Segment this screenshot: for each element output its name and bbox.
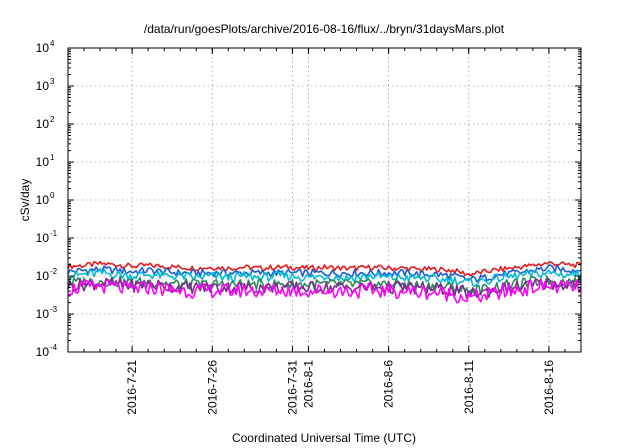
x-tick-label: 2016-8-16 bbox=[542, 360, 556, 415]
y-tick-exponent: 2 bbox=[50, 115, 55, 124]
y-tick-exponent: -1 bbox=[50, 229, 58, 238]
x-tick-label: 2016-8-11 bbox=[462, 360, 476, 414]
data-series bbox=[67, 260, 582, 304]
x-tick-label: 2016-8-1 bbox=[301, 360, 315, 408]
x-axis-ticks: 2016-7-21 2016-7-26 2016-7-31 2016-8-1 2016-… bbox=[67, 48, 582, 415]
y-tick-label: 10 bbox=[36, 345, 50, 359]
x-axis-label: Coordinated Universal Time (UTC) bbox=[232, 431, 416, 445]
y-tick-exponent: 3 bbox=[50, 77, 55, 86]
y-tick-label: 10 bbox=[36, 269, 50, 283]
y-tick-label: 10 bbox=[36, 231, 50, 245]
y-tick-exponent: 1 bbox=[50, 153, 55, 162]
y-tick-label: 10 bbox=[36, 41, 50, 55]
series-line bbox=[67, 279, 582, 304]
x-tick-label: 2016-8-6 bbox=[382, 360, 396, 408]
x-tick-label: 2016-7-21 bbox=[125, 360, 139, 415]
series-line bbox=[67, 260, 582, 277]
y-tick-label: 10 bbox=[36, 193, 50, 207]
y-tick-label: 10 bbox=[36, 155, 50, 169]
series-line bbox=[67, 267, 582, 288]
series-line bbox=[67, 264, 582, 283]
y-tick-exponent: -4 bbox=[50, 343, 58, 352]
grid-lines bbox=[68, 47, 581, 353]
x-tick-label: 2016-7-31 bbox=[285, 360, 299, 415]
y-axis-label: cSv/day bbox=[18, 179, 32, 222]
y-tick-exponent: -2 bbox=[50, 267, 58, 276]
y-tick-label: 10 bbox=[36, 307, 50, 321]
chart-title: /data/run/goesPlots/archive/2016-08-16/f… bbox=[144, 22, 505, 36]
series-line bbox=[67, 277, 582, 300]
y-tick-label: 10 bbox=[36, 79, 50, 93]
y-tick-exponent: -3 bbox=[50, 305, 58, 314]
y-tick-label: 10 bbox=[36, 117, 50, 131]
y-tick-exponent: 4 bbox=[50, 39, 55, 48]
x-tick-label: 2016-7-26 bbox=[205, 360, 219, 415]
y-tick-exponent: 0 bbox=[50, 191, 55, 200]
